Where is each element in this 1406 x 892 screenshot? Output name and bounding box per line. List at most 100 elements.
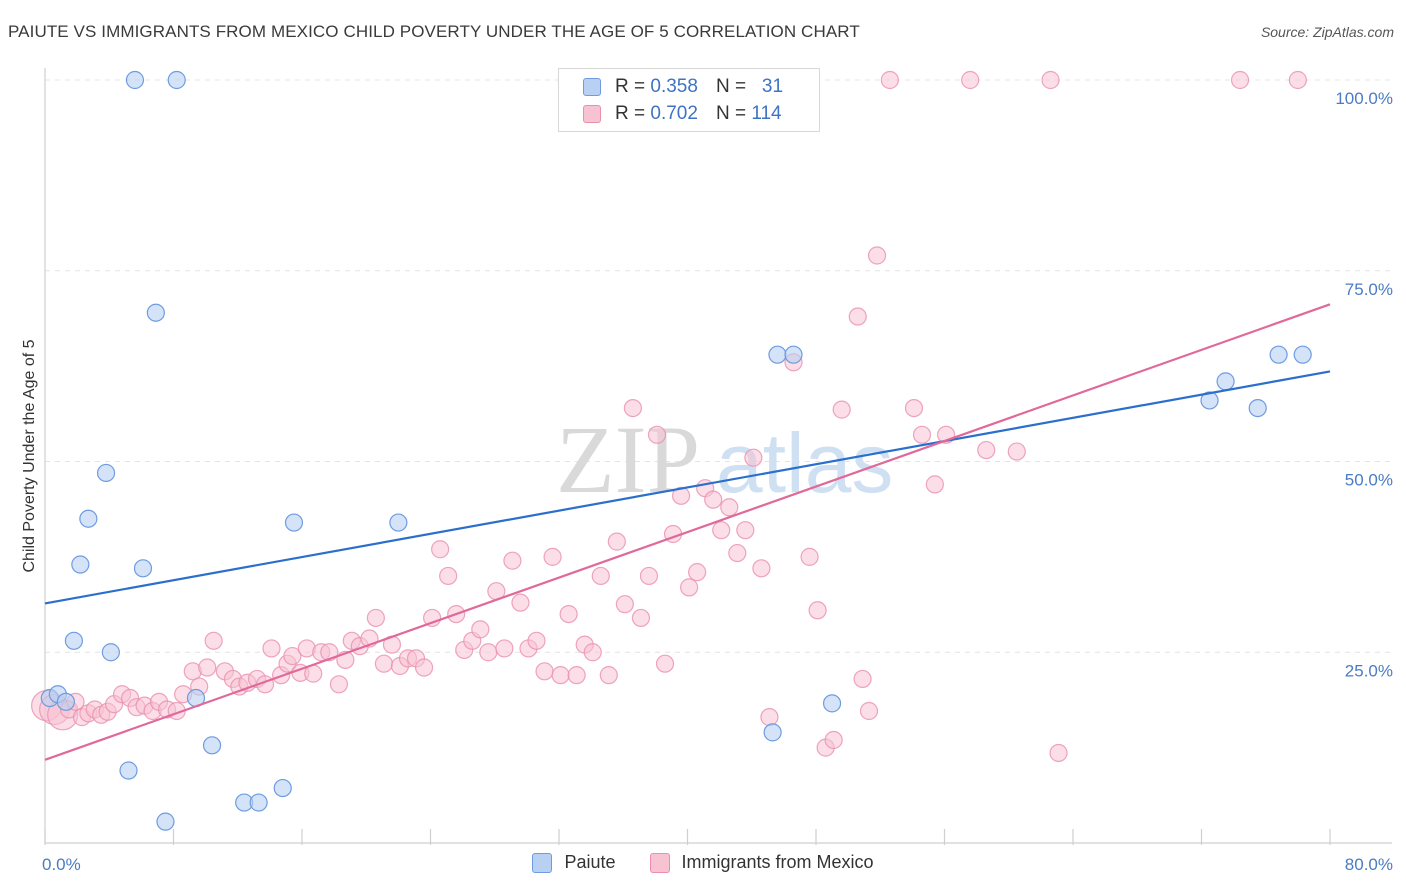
y-tick-label-3: 100.0% — [1335, 89, 1393, 108]
paiute-point-18 — [273, 778, 292, 798]
mexico-point-105 — [904, 398, 924, 418]
mexico-point-62 — [511, 593, 530, 612]
mexico-point-91 — [744, 448, 763, 467]
paiute-point-4 — [71, 555, 90, 574]
mexico-point-67 — [551, 666, 570, 685]
mexico-point-109 — [961, 70, 980, 90]
mexico-point-50 — [414, 658, 434, 677]
paiute-point-6 — [96, 463, 116, 483]
mexico-point-114 — [1230, 70, 1250, 90]
mexico-point-83 — [680, 578, 699, 597]
paiute-point-26 — [1200, 391, 1219, 410]
series-immigrants-from-mexico-points — [31, 70, 1307, 763]
mexico-point-113 — [1049, 743, 1068, 763]
mexico-point-98 — [824, 730, 843, 750]
paiute-point-8 — [119, 761, 138, 780]
mexico-r-label: R = — [615, 103, 646, 124]
paiute-point-24 — [784, 345, 803, 364]
chart-title: PAIUTE VS IMMIGRANTS FROM MEXICO CHILD P… — [8, 22, 860, 41]
mexico-point-57 — [471, 620, 490, 639]
legend-item-paiute: Paiute — [532, 852, 616, 873]
paiute-r-value: 0.358 — [650, 76, 698, 97]
legend-label-mexico: Immigrants from Mexico — [681, 852, 874, 872]
mexico-point-107 — [925, 475, 944, 494]
paiute-point-13 — [167, 70, 186, 90]
paiute-point-10 — [133, 559, 153, 578]
mexico-point-79 — [647, 425, 667, 444]
mexico-point-92 — [752, 559, 771, 578]
paiute-point-7 — [101, 643, 120, 662]
mexico-point-66 — [543, 547, 562, 566]
mexico-point-110 — [977, 440, 996, 460]
paiute-n-value: 31 — [761, 76, 784, 97]
paiute-point-25 — [822, 694, 842, 713]
y-tick-labels: 25.0% 50.0% 75.0% 100.0% — [1335, 89, 1393, 680]
mexico-point-73 — [599, 666, 618, 685]
paiute-point-23 — [768, 345, 787, 364]
mexico-point-82 — [671, 486, 691, 505]
mexico-point-102 — [859, 701, 879, 721]
mexico-point-22 — [198, 658, 217, 677]
mexico-point-65 — [535, 662, 554, 681]
mexico-point-87 — [712, 521, 731, 540]
mexico-point-86 — [704, 490, 723, 509]
trend-lines — [44, 303, 1331, 761]
mexico-n-value: 114 — [751, 103, 782, 124]
paiute-point-27 — [1216, 372, 1235, 391]
y-tick-label-0: 25.0% — [1345, 661, 1393, 680]
mexico-point-93 — [760, 708, 779, 727]
legend-item-mexico: Immigrants from Mexico — [649, 852, 874, 873]
paiute-swatch — [583, 78, 601, 96]
mexico-point-58 — [479, 643, 498, 662]
x-tick-label-0: 0.0% — [42, 855, 81, 874]
mexico-point-80 — [655, 654, 675, 673]
mexico-point-101 — [853, 669, 872, 689]
mexico-point-100 — [848, 307, 867, 326]
mexico-point-23 — [204, 631, 223, 650]
paiute-n-label: N = — [715, 76, 747, 97]
mexico-point-84 — [688, 563, 707, 582]
paiute-point-11 — [146, 303, 165, 322]
mexico-point-30 — [262, 639, 281, 658]
mexico-point-104 — [880, 70, 899, 90]
y-tick-label-2: 75.0% — [1345, 280, 1393, 299]
y-axis-title: Child Poverty Under the Age of 5 — [21, 339, 38, 572]
series-legend: Paiute Immigrants from Mexico — [0, 852, 1406, 873]
mexico-r-value: 0.702 — [650, 103, 698, 124]
mexico-point-60 — [495, 639, 514, 658]
paiute-point-29 — [1269, 345, 1288, 364]
mexico-point-106 — [912, 425, 932, 444]
mexico-point-112 — [1041, 70, 1060, 90]
mexico-point-77 — [631, 608, 651, 628]
mexico-point-78 — [639, 566, 659, 586]
mexico-point-39 — [329, 675, 349, 694]
mexico-point-96 — [808, 601, 827, 620]
mexico-point-69 — [567, 666, 586, 685]
paiute-r-label: R = — [615, 76, 646, 97]
paiute-trend-line — [44, 370, 1331, 605]
mexico-point-88 — [720, 498, 739, 517]
mexico-point-72 — [591, 566, 610, 586]
mexico-trend-line — [44, 303, 1331, 761]
mexico-n-label: N = — [715, 103, 747, 124]
paiute-point-30 — [1293, 345, 1312, 364]
paiute-point-22 — [763, 723, 782, 742]
mexico-point-52 — [431, 540, 450, 559]
paiute-point-20 — [389, 513, 408, 532]
legend-row-paiute: R = 0.358 N = 31 — [583, 74, 783, 100]
mexico-point-71 — [583, 643, 602, 662]
source-label: Source: ZipAtlas.com — [1260, 24, 1394, 40]
mexico-point-33 — [283, 646, 302, 666]
mexico-point-53 — [439, 566, 458, 586]
paiute-point-9 — [125, 70, 145, 90]
paiute-point-3 — [64, 631, 84, 650]
mexico-point-68 — [559, 604, 578, 624]
mexico-point-90 — [736, 521, 755, 540]
mexico-point-95 — [800, 547, 819, 566]
mexico-point-64 — [527, 631, 546, 650]
paiute-point-2 — [56, 692, 75, 711]
mexico-swatch — [583, 105, 601, 123]
x-tick-label-1: 80.0% — [1345, 855, 1393, 874]
legend-swatch-paiute — [532, 852, 553, 873]
